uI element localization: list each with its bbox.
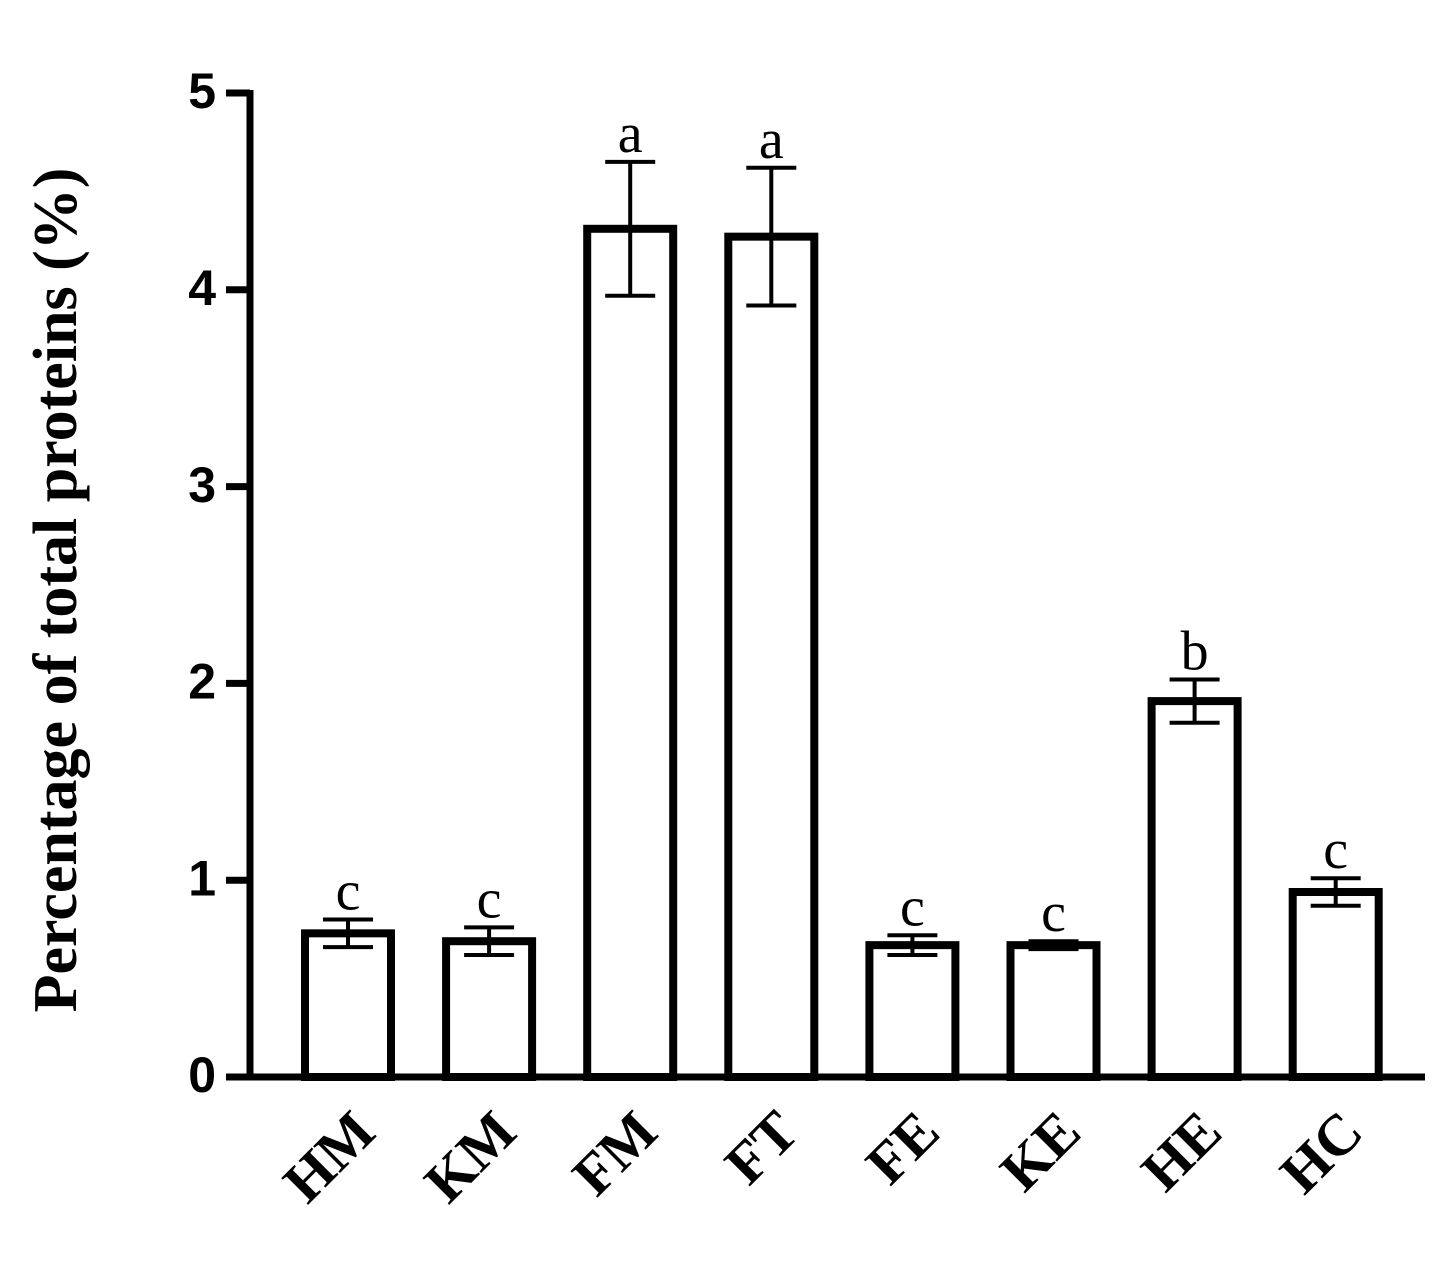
x-tick-label: FM	[560, 1098, 670, 1208]
y-tick-label: 4	[188, 260, 216, 316]
x-tick-label: KM	[412, 1098, 529, 1215]
y-tick-label: 2	[188, 654, 216, 710]
significance-letter: a	[759, 109, 784, 171]
significance-letter: c	[1323, 819, 1348, 881]
significance-letter: c	[336, 861, 361, 923]
x-tick-label: FT	[712, 1098, 810, 1196]
bar	[1147, 697, 1242, 1081]
y-tick-label: 5	[188, 63, 216, 119]
y-tick-label: 0	[188, 1047, 216, 1103]
bar	[301, 929, 395, 1081]
significance-letter: a	[618, 103, 643, 165]
y-axis-label: Percentage of total proteins (%)	[22, 168, 90, 1013]
significance-letter: c	[1041, 882, 1066, 944]
x-tick-label: HE	[1129, 1098, 1234, 1203]
significance-letter: b	[1181, 620, 1209, 682]
bar	[1006, 941, 1101, 1081]
bar	[583, 224, 678, 1082]
bar	[442, 937, 537, 1082]
bar	[865, 941, 960, 1081]
significance-letter: c	[477, 868, 502, 930]
bar	[724, 232, 819, 1081]
y-tick-label: 3	[188, 457, 216, 513]
x-tick-label: FE	[853, 1098, 951, 1196]
bar	[1288, 888, 1383, 1081]
y-tick-label: 1	[188, 850, 216, 906]
significance-letter: c	[900, 876, 925, 938]
x-tick-label: KE	[987, 1098, 1092, 1203]
x-tick-label: HM	[271, 1098, 388, 1215]
x-tick-label: HC	[1267, 1098, 1374, 1205]
